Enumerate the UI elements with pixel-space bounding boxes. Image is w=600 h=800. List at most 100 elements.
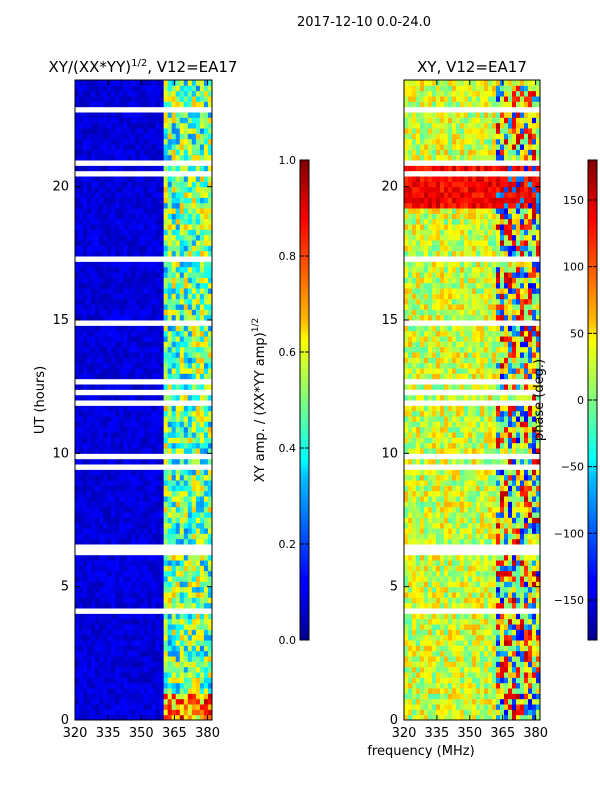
right-heat-cell bbox=[516, 629, 521, 636]
right-heat-cell bbox=[456, 714, 461, 720]
left-heat-cell bbox=[127, 368, 132, 374]
left-heat-cell bbox=[107, 101, 112, 108]
left-heat-cell bbox=[83, 432, 88, 438]
left-heat-cell bbox=[115, 544, 120, 550]
right-heat-cell bbox=[452, 629, 457, 636]
left-heat-cell bbox=[99, 677, 104, 684]
left-heat-cell bbox=[83, 208, 88, 214]
right-heat-cell bbox=[524, 709, 529, 716]
left-heat-cell bbox=[139, 149, 144, 156]
left-heat-cell bbox=[179, 96, 185, 102]
left-heat-cell bbox=[127, 416, 132, 422]
left-heat-cell bbox=[123, 640, 128, 646]
right-heat-cell bbox=[536, 602, 540, 609]
left-heat-cell bbox=[179, 405, 185, 412]
left-heat-cell bbox=[159, 330, 165, 337]
left-heat-cell bbox=[199, 421, 205, 428]
left-heat-cell bbox=[131, 154, 136, 161]
left-heat-cell bbox=[99, 288, 104, 294]
left-heat-cell bbox=[119, 96, 124, 102]
left-heat-cell bbox=[95, 458, 100, 465]
left-heat-cell bbox=[95, 229, 100, 236]
left-heat-cell bbox=[151, 714, 157, 720]
left-heat-cell bbox=[87, 581, 92, 588]
right-heat-cell bbox=[448, 688, 453, 694]
right-heat-cell bbox=[532, 634, 537, 641]
left-heat-cell bbox=[191, 688, 197, 694]
left-heat-cell bbox=[147, 240, 153, 246]
left-heat-cell bbox=[107, 314, 112, 321]
left-heat-cell bbox=[91, 229, 96, 236]
right-heat-cell bbox=[504, 640, 509, 646]
left-heat-cell bbox=[111, 122, 116, 129]
right-heat-cell bbox=[500, 650, 505, 657]
left-heat-cell bbox=[107, 192, 112, 198]
left-heat-cell bbox=[127, 325, 132, 332]
left-heat-cell bbox=[127, 224, 132, 230]
left-heat-cell bbox=[111, 192, 116, 198]
left-heat-cell bbox=[143, 314, 149, 321]
left-heat-cell bbox=[127, 197, 132, 204]
left-heat-cell bbox=[199, 469, 205, 476]
left-heat-cell bbox=[203, 624, 209, 630]
left-heat-cell bbox=[143, 128, 149, 134]
left-heat-cell bbox=[207, 314, 212, 321]
left-heat-cell bbox=[111, 624, 116, 630]
left-heat-cell bbox=[127, 133, 132, 140]
y-tick-label: 15 bbox=[52, 313, 69, 328]
left-heat-cell bbox=[123, 320, 128, 326]
left-heat-cell bbox=[191, 122, 197, 129]
left-heat-cell bbox=[115, 597, 120, 604]
right-heat-cell bbox=[408, 714, 413, 720]
left-heat-cell bbox=[151, 501, 157, 508]
right-heat-cell bbox=[460, 645, 465, 652]
left-heat-cell bbox=[143, 96, 149, 102]
left-heat-cell bbox=[123, 309, 128, 316]
right-heat-cell bbox=[520, 661, 525, 668]
right-heat-cell bbox=[484, 602, 489, 609]
right-heat-cell bbox=[472, 672, 477, 678]
left-heat-cell bbox=[167, 474, 173, 481]
right-heat-cell bbox=[444, 640, 449, 646]
left-heat-cell bbox=[175, 624, 181, 630]
left-heat-cell bbox=[199, 346, 205, 353]
right-heat-cell bbox=[424, 698, 429, 705]
left-heat-cell bbox=[151, 250, 157, 257]
left-heat-cell bbox=[199, 592, 205, 598]
right-heat-cell bbox=[492, 618, 497, 625]
right-heat-cell bbox=[520, 709, 525, 716]
left-heat-cell bbox=[143, 298, 149, 305]
left-heat-cell bbox=[191, 629, 197, 636]
left-heat-cell bbox=[207, 608, 212, 614]
left-heat-cell bbox=[111, 629, 116, 636]
left-heat-cell bbox=[203, 389, 209, 396]
left-heat-cell bbox=[151, 533, 157, 540]
left-heat-cell bbox=[187, 506, 193, 513]
left-heat-cell bbox=[195, 666, 201, 673]
right-heat-cell bbox=[464, 672, 469, 678]
left-heat-cell bbox=[99, 325, 104, 332]
left-heat-cell bbox=[115, 640, 120, 646]
left-heat-cell bbox=[155, 389, 161, 396]
left-heat-cell bbox=[139, 704, 144, 710]
left-heat-cell bbox=[155, 608, 161, 614]
left-heat-cell bbox=[183, 394, 189, 401]
left-heat-cell bbox=[99, 330, 104, 337]
left-heat-cell bbox=[79, 160, 84, 166]
left-heat-cell bbox=[199, 224, 205, 230]
left-heat-cell bbox=[83, 197, 88, 204]
left-heat-cell bbox=[111, 453, 116, 460]
right-heat-cell bbox=[508, 672, 513, 678]
left-heat-cell bbox=[79, 208, 84, 214]
left-heat-cell bbox=[99, 480, 104, 486]
left-heat-cell bbox=[163, 400, 169, 406]
left-heat-cell bbox=[115, 458, 120, 465]
right-heat-cell bbox=[424, 709, 429, 716]
left-heat-cell bbox=[143, 597, 149, 604]
left-heat-cell bbox=[115, 256, 120, 262]
left-heat-cell bbox=[163, 640, 169, 646]
left-heat-cell bbox=[151, 389, 157, 396]
right-heat-cell bbox=[404, 640, 409, 646]
right-heat-cell bbox=[448, 613, 453, 620]
right-heat-cell bbox=[408, 656, 413, 662]
